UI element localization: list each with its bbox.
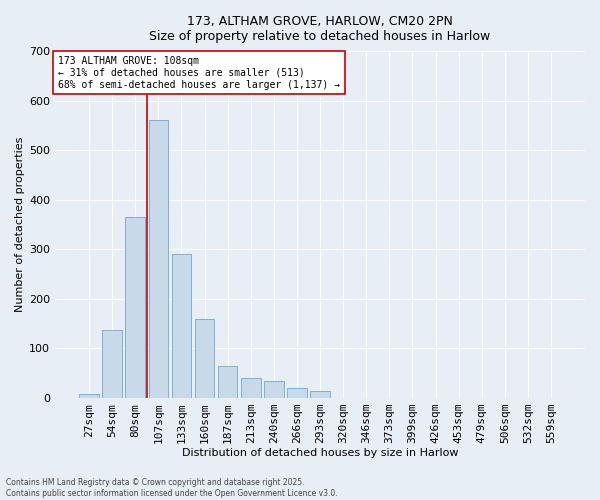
Text: 173 ALTHAM GROVE: 108sqm
← 31% of detached houses are smaller (513)
68% of semi-: 173 ALTHAM GROVE: 108sqm ← 31% of detach… <box>58 56 340 90</box>
Bar <box>241 378 260 398</box>
Bar <box>125 217 145 398</box>
Bar <box>195 318 214 398</box>
Bar <box>218 366 238 398</box>
Bar <box>310 390 330 398</box>
Title: 173, ALTHAM GROVE, HARLOW, CM20 2PN
Size of property relative to detached houses: 173, ALTHAM GROVE, HARLOW, CM20 2PN Size… <box>149 15 491 43</box>
Y-axis label: Number of detached properties: Number of detached properties <box>15 137 25 312</box>
Text: Contains HM Land Registry data © Crown copyright and database right 2025.
Contai: Contains HM Land Registry data © Crown c… <box>6 478 338 498</box>
Bar <box>264 380 284 398</box>
X-axis label: Distribution of detached houses by size in Harlow: Distribution of detached houses by size … <box>182 448 458 458</box>
Bar <box>149 120 168 398</box>
Bar <box>172 254 191 398</box>
Bar <box>79 394 99 398</box>
Bar <box>287 388 307 398</box>
Bar <box>103 330 122 398</box>
